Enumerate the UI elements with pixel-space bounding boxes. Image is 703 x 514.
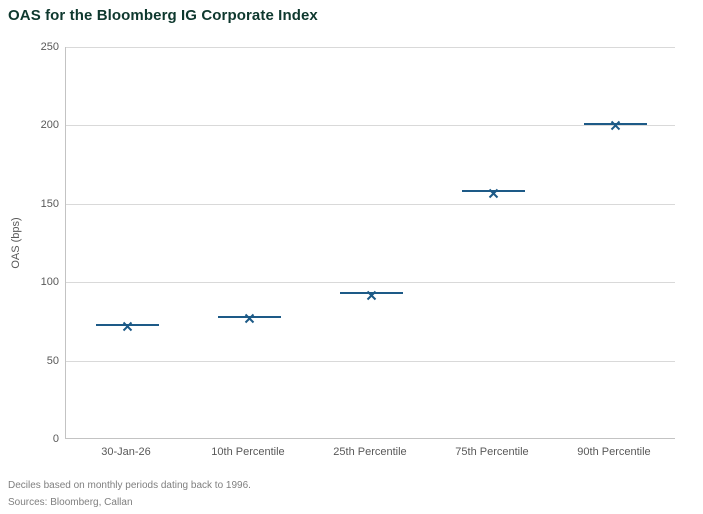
- footnote-deciles: Deciles based on monthly periods dating …: [8, 480, 251, 491]
- x-marker-icon: [122, 321, 132, 332]
- gridline-y150: [66, 204, 675, 205]
- y-axis-title: OAS (bps): [10, 217, 22, 269]
- x-tick-label-2: 25th Percentile: [333, 446, 407, 458]
- x-marker-icon: [610, 121, 620, 131]
- gridline-y50: [66, 361, 675, 362]
- x-tick-label-4: 90th Percentile: [577, 446, 651, 458]
- x-tick-label-1: 10th Percentile: [211, 446, 285, 458]
- x-marker-icon: [488, 188, 498, 198]
- x-axis-tick-labels: 30-Jan-26 10th Percentile 25th Percentile 7…: [65, 446, 675, 458]
- gridline-y200: [66, 125, 675, 126]
- x-marker-4: [610, 118, 621, 131]
- point-dash-1: [217, 315, 281, 318]
- point-dash-4: [583, 122, 647, 125]
- plot-area: 0 50 100 150 200 250: [41, 41, 675, 445]
- y-tick-label-150: 150: [40, 197, 59, 210]
- x-marker-1: [244, 311, 255, 324]
- x-marker-icon: [244, 313, 254, 324]
- x-tick-label-3: 75th Percentile: [455, 446, 529, 458]
- x-marker-2: [366, 288, 377, 300]
- y-tick-label-250: 250: [40, 41, 59, 53]
- point-dash-3: [461, 190, 525, 193]
- x-marker-0: [122, 319, 133, 332]
- footnote-sources: Sources: Bloomberg, Callan: [8, 497, 133, 508]
- gridline-y250: [66, 47, 675, 48]
- y-tick-label-50: 50: [46, 354, 59, 367]
- point-dash-0: [95, 323, 159, 326]
- x-marker-3: [488, 186, 499, 198]
- gridline-y100: [66, 282, 675, 283]
- y-tick-label-100: 100: [40, 276, 59, 289]
- y-tick-label-200: 200: [40, 119, 59, 132]
- x-marker-icon: [366, 290, 376, 300]
- point-dash-2: [339, 292, 403, 295]
- y-tick-label-0: 0: [52, 433, 59, 445]
- chart-title: OAS for the Bloomberg IG Corporate Index: [8, 7, 318, 24]
- x-tick-label-0: 30-Jan-26: [101, 446, 151, 458]
